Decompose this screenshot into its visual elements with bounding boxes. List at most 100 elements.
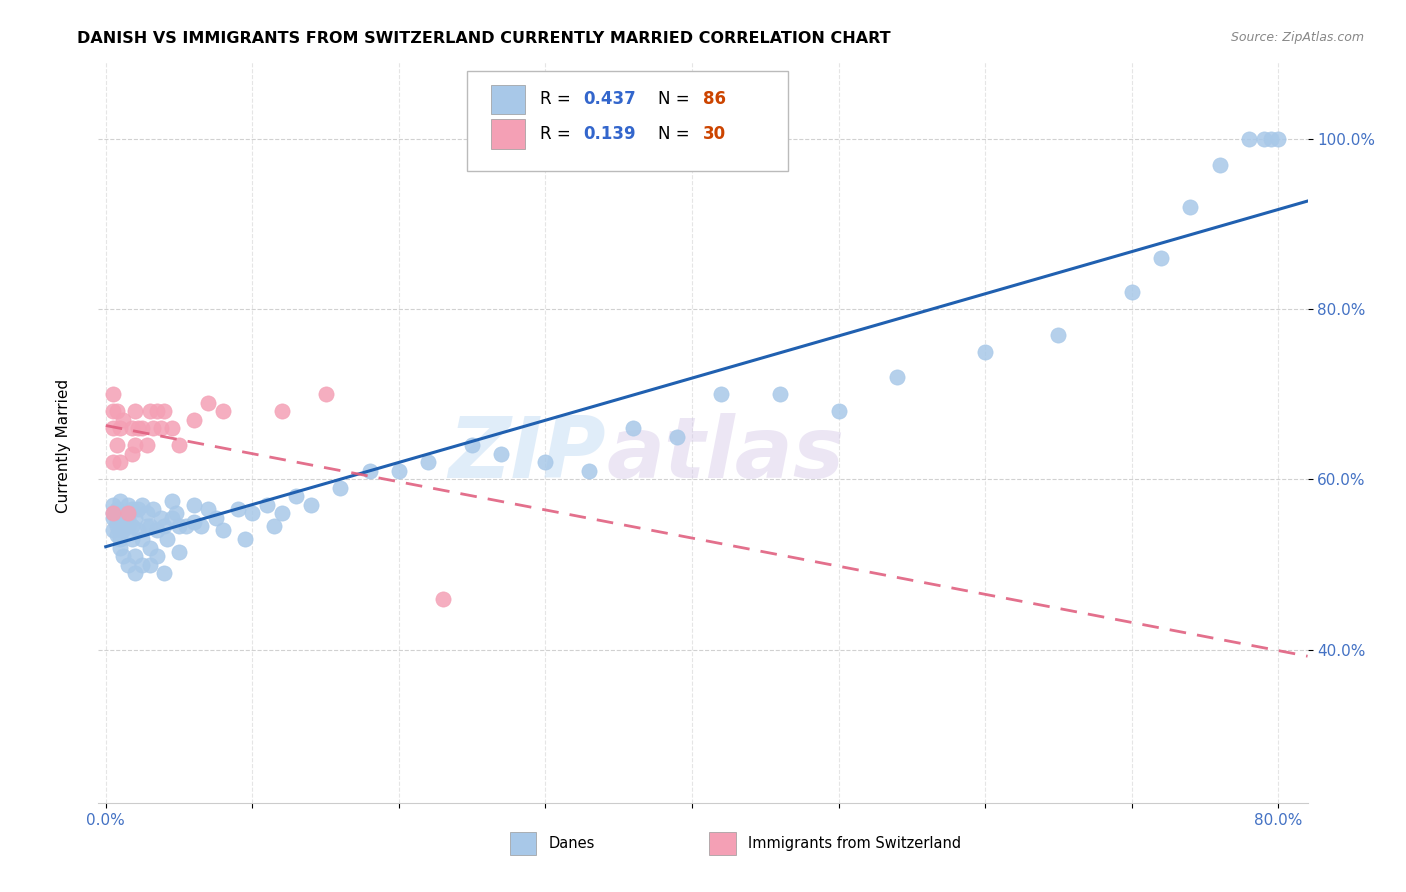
- Point: [101, 510, 124, 524]
- Point: [131, 558, 153, 572]
- Point: [110, 541, 132, 555]
- Text: atlas: atlas: [606, 413, 845, 496]
- Point: [117, 510, 139, 524]
- Point: [299, 498, 322, 512]
- Text: R =: R =: [540, 125, 576, 144]
- Point: [1237, 132, 1260, 146]
- Point: [176, 519, 198, 533]
- Point: [101, 507, 124, 521]
- Text: Danes: Danes: [548, 836, 595, 851]
- FancyBboxPatch shape: [709, 832, 735, 855]
- Point: [621, 421, 644, 435]
- Point: [127, 502, 149, 516]
- Point: [578, 464, 600, 478]
- Point: [160, 421, 183, 435]
- Point: [110, 421, 132, 435]
- Point: [827, 404, 849, 418]
- Point: [315, 387, 337, 401]
- Text: ZIP: ZIP: [449, 413, 606, 496]
- Point: [101, 387, 124, 401]
- Point: [226, 502, 249, 516]
- Point: [183, 515, 205, 529]
- Point: [138, 519, 160, 533]
- FancyBboxPatch shape: [509, 832, 536, 855]
- Point: [124, 510, 146, 524]
- Point: [153, 404, 176, 418]
- Text: 30: 30: [703, 125, 725, 144]
- Point: [270, 404, 292, 418]
- Point: [329, 481, 352, 495]
- Text: Source: ZipAtlas.com: Source: ZipAtlas.com: [1230, 31, 1364, 45]
- Point: [156, 532, 179, 546]
- Point: [167, 519, 190, 533]
- Point: [1267, 132, 1289, 146]
- Point: [124, 404, 146, 418]
- Point: [1253, 132, 1275, 146]
- FancyBboxPatch shape: [492, 120, 526, 149]
- Point: [418, 455, 440, 469]
- Point: [110, 532, 132, 546]
- Point: [121, 519, 143, 533]
- Point: [101, 455, 124, 469]
- Point: [150, 421, 173, 435]
- Point: [1047, 327, 1070, 342]
- FancyBboxPatch shape: [492, 85, 526, 114]
- Point: [107, 515, 129, 529]
- Point: [112, 524, 135, 538]
- Point: [110, 455, 132, 469]
- Point: [117, 498, 139, 512]
- Point: [491, 447, 513, 461]
- Point: [131, 532, 153, 546]
- Point: [263, 519, 285, 533]
- Point: [121, 532, 143, 546]
- Point: [146, 404, 169, 418]
- Point: [127, 524, 149, 538]
- Point: [359, 464, 381, 478]
- Point: [197, 396, 219, 410]
- Point: [212, 404, 235, 418]
- Point: [886, 370, 908, 384]
- Point: [183, 413, 205, 427]
- Point: [107, 438, 129, 452]
- Point: [110, 507, 132, 521]
- Point: [270, 507, 292, 521]
- Point: [131, 498, 153, 512]
- Point: [146, 549, 169, 563]
- Point: [107, 527, 129, 541]
- Point: [461, 438, 484, 452]
- Point: [233, 532, 256, 546]
- Point: [240, 507, 263, 521]
- Point: [710, 387, 733, 401]
- Point: [124, 438, 146, 452]
- Point: [1121, 285, 1143, 300]
- Point: [1208, 157, 1230, 171]
- Point: [117, 519, 139, 533]
- Text: DANISH VS IMMIGRANTS FROM SWITZERLAND CURRENTLY MARRIED CORRELATION CHART: DANISH VS IMMIGRANTS FROM SWITZERLAND CU…: [77, 31, 891, 46]
- Point: [167, 438, 190, 452]
- Point: [974, 344, 997, 359]
- Text: Currently Married: Currently Married: [56, 379, 70, 513]
- Point: [135, 519, 157, 533]
- Point: [135, 438, 157, 452]
- Point: [131, 421, 153, 435]
- Point: [769, 387, 792, 401]
- Point: [150, 510, 173, 524]
- Text: 0.437: 0.437: [583, 90, 636, 109]
- Point: [666, 430, 689, 444]
- Text: R =: R =: [540, 90, 576, 109]
- Point: [212, 524, 235, 538]
- Point: [534, 455, 557, 469]
- Point: [1150, 251, 1173, 265]
- Point: [127, 421, 149, 435]
- Point: [1260, 132, 1282, 146]
- Point: [107, 502, 129, 516]
- Text: N =: N =: [658, 90, 695, 109]
- Point: [124, 566, 146, 580]
- Point: [112, 549, 135, 563]
- Point: [153, 519, 176, 533]
- Point: [165, 507, 187, 521]
- Point: [142, 421, 165, 435]
- Point: [121, 447, 143, 461]
- Point: [285, 490, 308, 504]
- Point: [197, 502, 219, 516]
